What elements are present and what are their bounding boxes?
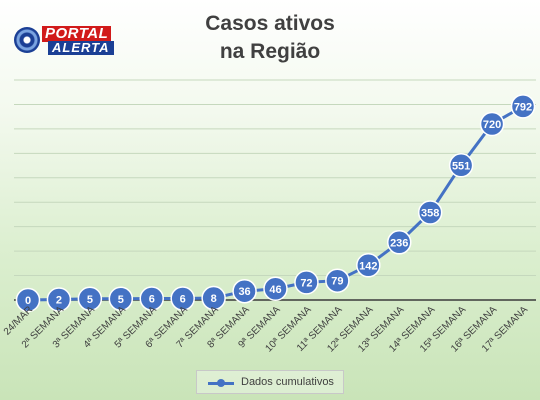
data-label: 720 bbox=[483, 119, 501, 131]
data-label: 142 bbox=[359, 260, 377, 272]
portal-alerta-logo: PORTAL ALERTA bbox=[12, 24, 116, 56]
data-point bbox=[232, 278, 257, 304]
legend-dot-marker bbox=[217, 379, 225, 387]
logo-text-portal: PORTAL bbox=[42, 26, 112, 42]
data-label: 236 bbox=[390, 237, 408, 249]
data-label: 5 bbox=[118, 294, 124, 306]
data-label: 792 bbox=[514, 101, 532, 113]
data-point bbox=[46, 287, 72, 312]
data-point bbox=[139, 286, 164, 311]
data-label: 6 bbox=[149, 294, 155, 306]
legend-label: Dados cumulativos bbox=[241, 376, 334, 388]
data-point bbox=[510, 94, 536, 119]
data-point bbox=[356, 253, 381, 278]
eye-logo-icon bbox=[14, 27, 40, 53]
chart-legend: Dados cumulativos bbox=[196, 370, 344, 394]
data-label: 46 bbox=[269, 284, 281, 296]
data-point bbox=[387, 230, 412, 255]
chart-title-line-1: Casos ativos bbox=[205, 12, 335, 35]
data-point bbox=[294, 270, 319, 295]
data-label: 6 bbox=[180, 294, 186, 306]
data-point bbox=[263, 276, 288, 302]
data-label: 72 bbox=[300, 277, 312, 289]
data-label: 79 bbox=[331, 276, 343, 288]
data-label: 36 bbox=[238, 286, 250, 298]
data-point bbox=[201, 285, 226, 311]
data-label: 5 bbox=[87, 294, 93, 306]
data-point bbox=[479, 111, 505, 137]
data-point bbox=[448, 153, 474, 178]
data-label: 8 bbox=[211, 293, 217, 305]
data-label: 0 bbox=[25, 295, 31, 307]
data-point bbox=[325, 268, 350, 293]
chart-title-line-2: na Região bbox=[219, 40, 321, 63]
data-label: 2 bbox=[56, 295, 62, 307]
data-point bbox=[170, 286, 195, 311]
data-point bbox=[77, 286, 103, 312]
logo-text-alerta: ALERTA bbox=[48, 41, 114, 55]
data-point bbox=[108, 286, 134, 312]
data-label: 551 bbox=[452, 160, 470, 172]
data-point bbox=[15, 287, 41, 313]
data-point bbox=[417, 200, 443, 225]
series-line bbox=[27, 105, 524, 302]
data-label: 358 bbox=[421, 207, 439, 219]
